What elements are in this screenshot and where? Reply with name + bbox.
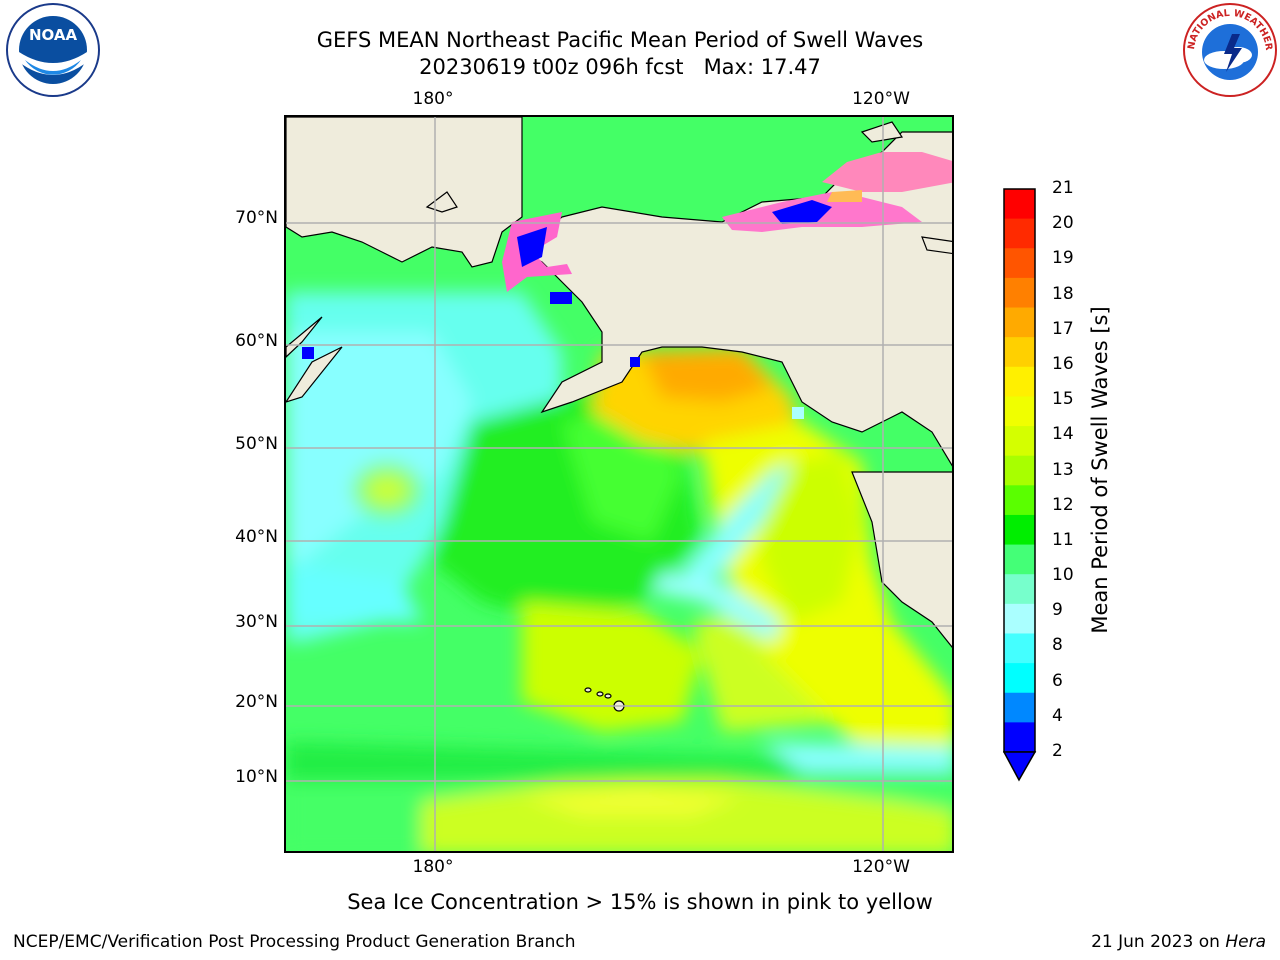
colorbar-label: Mean Period of Swell Waves [s] [1088, 306, 1112, 634]
colorbar-cell [1004, 366, 1035, 397]
colorbar-tick-label: 4 [1052, 705, 1063, 726]
colorbar-tick-label: 16 [1052, 353, 1074, 374]
colorbar-cell [1004, 218, 1035, 249]
colorbar-cell [1004, 633, 1035, 664]
colorbar-cell [1004, 514, 1035, 546]
lon-label-bottom-120w: 120°W [852, 857, 910, 877]
noaa-logo: NOAA [3, 2, 103, 106]
colorbar-tick-label: 6 [1052, 670, 1063, 691]
colorbar-tick-label: 2 [1052, 741, 1063, 761]
lat-label-40n: 40°N [235, 527, 278, 547]
colorbar-cell [1004, 337, 1035, 368]
footer-date: 21 Jun 2023 on Hera [1091, 932, 1266, 952]
map-panel[interactable] [284, 115, 954, 853]
lat-label-30n: 30°N [235, 612, 278, 632]
lat-label-50n: 50°N [235, 434, 278, 454]
colorbar-tick-label: 19 [1052, 248, 1074, 269]
colorbar-tick-label: 10 [1052, 565, 1074, 586]
colorbar [1003, 188, 1037, 782]
lat-label-10n: 10°N [235, 767, 278, 787]
noaa-logo-text: NOAA [29, 26, 78, 44]
chart-title: GEFS MEAN Northeast Pacific Mean Period … [316, 28, 924, 52]
lon-label-top-120w: 120°W [852, 89, 910, 109]
colorbar-tick-label: 9 [1052, 600, 1063, 621]
colorbar-tick-label: 12 [1052, 494, 1074, 515]
swell-period-field [286, 292, 952, 851]
lat-label-60n: 60°N [235, 331, 278, 351]
colorbar-cell [1004, 485, 1035, 516]
lat-label-20n: 20°N [235, 692, 278, 712]
colorbar-tick-label: 8 [1052, 635, 1063, 656]
sea-ice-overlay [302, 152, 952, 419]
colorbar-cell [1004, 603, 1035, 634]
colorbar-cell [1004, 248, 1035, 279]
colorbar-extend-arrow [1003, 751, 1037, 782]
lat-label-70n: 70°N [235, 208, 278, 228]
colorbar-tick-label: 13 [1052, 459, 1074, 480]
colorbar-tick-label: 11 [1052, 529, 1074, 550]
map-field [286, 117, 952, 851]
colorbar-cell [1004, 574, 1035, 605]
colorbar-cell [1004, 189, 1035, 220]
colorbar-cell [1004, 455, 1035, 486]
lon-label-top-180: 180° [412, 89, 454, 109]
sea-ice-caption: Sea Ice Concentration > 15% is shown in … [347, 890, 933, 914]
colorbar-cell [1004, 663, 1035, 694]
colorbar-cell [1004, 396, 1035, 427]
lon-label-bottom-180: 180° [412, 857, 454, 877]
colorbar-tick-label: 21 [1052, 178, 1074, 198]
colorbar-cell [1004, 692, 1035, 723]
colorbar-tick-label: 18 [1052, 283, 1074, 304]
colorbar-tick-label: 20 [1052, 213, 1074, 234]
footer-host: Hera [1225, 932, 1266, 952]
graticule [286, 117, 952, 851]
colorbar-cell [1004, 426, 1035, 457]
colorbar-cell [1004, 722, 1035, 753]
colorbar-cells [1004, 189, 1035, 753]
colorbar-tick-label: 17 [1052, 318, 1074, 339]
footer-date-text: 21 Jun 2023 on [1091, 932, 1226, 952]
chart-subtitle: 20230619 t00z 096h fcst Max: 17.47 [419, 55, 821, 79]
colorbar-tick-label: 14 [1052, 424, 1074, 445]
colorbar-cell [1004, 544, 1035, 575]
footer-credit: NCEP/EMC/Verification Post Processing Pr… [13, 932, 576, 952]
nws-logo: NATIONAL WEATHER SERVICE [1176, 0, 1280, 104]
colorbar-cell [1004, 277, 1035, 309]
colorbar-tick-label: 15 [1052, 389, 1074, 410]
colorbar-cell [1004, 307, 1035, 338]
